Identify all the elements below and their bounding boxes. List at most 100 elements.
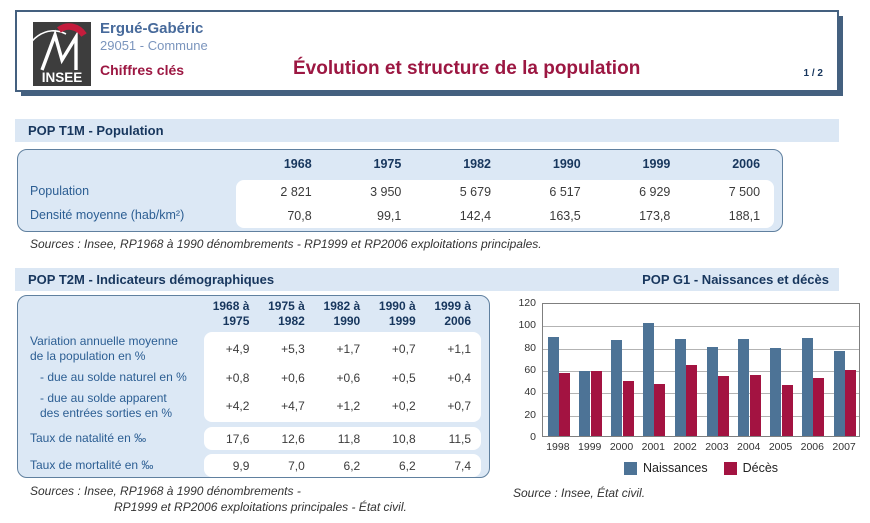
row-values: +4,9 +5,3 +1,7 +0,7 +1,1: [204, 332, 481, 366]
deaths-bar: [686, 364, 698, 436]
row-label: Densité moyenne (hab/km²): [30, 208, 185, 223]
page-number: 1 / 2: [803, 68, 823, 79]
value-cell: +1,7: [336, 342, 361, 356]
x-tick-label: 2003: [705, 441, 729, 453]
value-cell: +0,6: [336, 370, 361, 385]
table-header-cells: 1968 1975 1982 1990 1999 2006: [236, 150, 774, 180]
births-bar: [674, 338, 686, 436]
deaths-bar: [845, 370, 857, 436]
births-bar: [579, 371, 591, 436]
value-cell: 142,4: [459, 209, 492, 223]
table-row: - due au solde naturel en % +0,8 +0,6 +0,6 +…: [18, 366, 489, 389]
column-header: 1990 à 1999: [378, 299, 416, 328]
source-note-t2m-line2: RP1999 et RP2006 exploitations principal…: [114, 500, 407, 514]
source-note-g1: Source : Insee, État civil.: [513, 486, 646, 500]
gridline: [543, 348, 859, 350]
births-bar: [611, 339, 623, 436]
x-tick-label: 2002: [673, 441, 697, 453]
row-values: +0,8 +0,6 +0,6 +0,5 +0,4: [204, 366, 481, 389]
births-bar: [642, 323, 654, 436]
value-cell: 6,2: [343, 458, 361, 473]
value-cell: 6 517: [549, 185, 581, 199]
row-values: 2 821 3 950 5 679 6 517 6 929 7 500: [236, 180, 774, 204]
y-tick-label: 40: [524, 386, 536, 399]
section-header-pop-t1m: POP T1M - Population: [15, 119, 839, 142]
table-row: - due au solde apparent des entrées sort…: [18, 389, 489, 422]
value-cell: 6,2: [398, 458, 416, 473]
row-label: Variation annuelle moyenne de la populat…: [30, 334, 178, 363]
value-cell: 17,6: [226, 431, 250, 446]
column-header: 1990: [552, 157, 581, 172]
value-cell: 7,0: [288, 458, 305, 473]
births-bar: [770, 347, 782, 436]
value-cell: +5,3: [281, 342, 305, 356]
births-deaths-chart: 0 20 40 60 80 100 120 1998 1999 2000 2001 2002 2003…: [500, 293, 865, 503]
value-cell: 6 929: [639, 185, 671, 199]
row-label: Taux de natalité en ‰: [30, 431, 147, 445]
row-values: 17,6 12,6 11,8 10,8 11,5: [204, 427, 481, 450]
section-title-t1m: POP T1M - Population: [28, 123, 164, 138]
gridline: [543, 371, 859, 372]
gridline: [543, 393, 859, 395]
commune-code: 29051 - Commune: [100, 38, 208, 53]
births-bar: [833, 351, 845, 436]
value-cell: 70,8: [287, 209, 312, 223]
y-tick-label: 60: [524, 364, 536, 376]
legend-item: Naissances: [623, 461, 708, 475]
births-bar: [801, 337, 813, 436]
section-title-t2m: POP T2M - Indicateurs démographiques: [28, 272, 275, 287]
demographic-indicators-table: 1968 à 1975 1975 à 1982 1982 à 1990 1990 à …: [17, 295, 490, 478]
births-bar: [738, 338, 750, 436]
product-label: Chiffres clés: [100, 62, 185, 78]
deaths-bar: [718, 375, 729, 436]
value-cell: 9,9: [232, 458, 250, 473]
value-cell: +0,6: [281, 370, 305, 385]
column-header: 1975 à 1982: [268, 299, 305, 328]
value-cell: +4,2: [225, 398, 250, 413]
value-cell: 2 821: [280, 185, 312, 199]
value-cell: 163,5: [549, 209, 581, 223]
section-title-g1: POP G1 - Naissances et décès: [642, 272, 829, 287]
value-cell: +1,2: [336, 398, 361, 413]
x-tick-label: 2007: [832, 441, 856, 453]
y-tick-label: 20: [524, 408, 536, 421]
row-label: Taux de mortalité en ‰: [30, 458, 154, 472]
deaths-bar: [622, 381, 634, 436]
x-tick-label: 1998: [546, 441, 570, 453]
table-header-row: 1968 1975 1982 1990 1999 2006: [18, 150, 782, 180]
chart-plot-area: [542, 303, 860, 437]
y-tick-label: 80: [524, 341, 536, 354]
deaths-bar: [749, 374, 761, 436]
legend-label: Décès: [742, 461, 779, 475]
table-row: Densité moyenne (hab/km²) 70,8 99,1 142,4 16…: [18, 204, 782, 228]
value-cell: +0,2: [391, 398, 416, 413]
value-cell: +0,5: [391, 370, 416, 385]
deaths-bar: [559, 373, 570, 436]
deaths-bar: [813, 377, 825, 436]
row-label: - due au solde apparent des entrées sort…: [40, 390, 173, 420]
value-cell: +4,9: [225, 342, 250, 356]
y-tick-label: 100: [518, 319, 536, 332]
x-tick-label: 1999: [578, 441, 602, 453]
legend-label: Naissances: [642, 461, 708, 475]
value-cell: +0,7: [447, 398, 472, 413]
births-bar: [706, 346, 718, 436]
table-row: Population 2 821 3 950 5 679 6 517 6 929 7 500: [18, 180, 782, 204]
chart-legend: Naissances Décès: [542, 461, 860, 475]
column-header: 1982: [463, 157, 492, 172]
column-header: 1999: [642, 157, 671, 172]
row-label: Population: [30, 184, 90, 199]
value-cell: +0,8: [225, 370, 250, 385]
population-table: 1968 1975 1982 1990 1999 2006 Population 2 821 3…: [17, 149, 783, 232]
value-cell: 7,4: [454, 458, 472, 473]
row-values: +4,2 +4,7 +1,2 +0,2 +0,7: [204, 389, 481, 422]
x-tick-label: 2000: [609, 441, 634, 453]
page-title: Évolution et structure de la population: [293, 58, 641, 79]
insee-logo-emblem: INSEE: [19, 23, 87, 85]
value-cell: 3 950: [370, 185, 402, 199]
value-cell: 7 500: [728, 185, 761, 199]
svg-text:INSEE: INSEE: [42, 70, 83, 85]
x-tick-label: 2005: [768, 441, 793, 453]
gridline: [543, 326, 859, 328]
table-header-cells: 1968 à 1975 1975 à 1982 1982 à 1990 1990 à …: [204, 296, 481, 332]
